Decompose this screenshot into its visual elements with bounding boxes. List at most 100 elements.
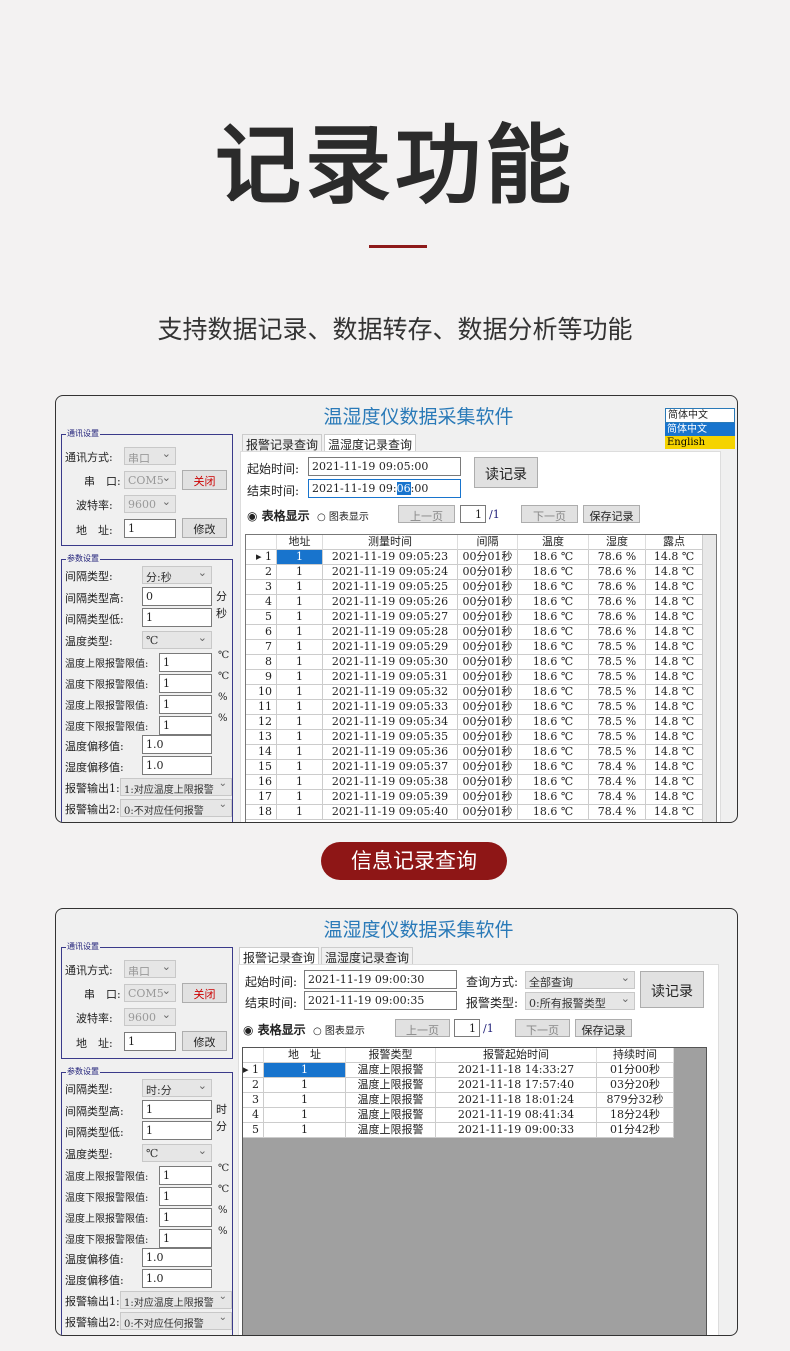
table-cell[interactable]: 2021-11-19 09:05:33 — [323, 700, 458, 715]
table-row[interactable]: 18 1 2021-11-19 09:05:40 00分01秒 18.6 ℃ 78.4 %… — [246, 805, 703, 820]
column-header[interactable]: 温度 — [518, 535, 589, 550]
table-cell[interactable]: 2021-11-19 09:05:29 — [323, 640, 458, 655]
tab-th-records[interactable]: 温湿度记录查询 — [321, 947, 414, 965]
table-cell[interactable]: 18.6 ℃ — [518, 760, 589, 775]
tab-alarm-records[interactable]: 报警记录查询 — [242, 434, 323, 452]
temp-type-select[interactable]: ℃ — [142, 1144, 212, 1162]
port-select[interactable]: COM5 — [124, 984, 176, 1002]
save-records-button[interactable]: 保存记录 — [575, 1019, 632, 1037]
table-cell[interactable]: 18.6 ℃ — [518, 595, 589, 610]
baud-select[interactable]: 9600 — [124, 1008, 176, 1026]
column-header[interactable]: 地 址 — [264, 1048, 346, 1063]
table-cell[interactable]: 14.8 ℃ — [646, 685, 703, 700]
table-cell[interactable]: 00分01秒 — [458, 640, 518, 655]
table-cell[interactable]: 00分01秒 — [458, 730, 518, 745]
radio-chart-display[interactable]: ○ 图表显示 — [317, 512, 369, 523]
table-cell[interactable]: 2021-11-19 09:05:34 — [323, 715, 458, 730]
table-cell[interactable]: 78.6 % — [589, 610, 646, 625]
read-records-button[interactable]: 读记录 — [640, 971, 704, 1008]
start-time-input[interactable]: 2021-11-19 09:05:00 — [308, 457, 461, 476]
table-cell[interactable]: 01分00秒 — [597, 1063, 674, 1078]
alarm-out2-select[interactable]: 0:不对应任何报警 — [120, 799, 232, 817]
table-cell[interactable]: 78.6 % — [589, 550, 646, 565]
table-cell[interactable]: 14.8 ℃ — [646, 565, 703, 580]
table-cell[interactable]: 1 — [277, 730, 323, 745]
table-cell[interactable]: 78.5 % — [589, 745, 646, 760]
table-cell[interactable]: 1 — [277, 640, 323, 655]
page-input[interactable]: 1 — [454, 1019, 480, 1037]
table-cell[interactable]: 00分01秒 — [458, 595, 518, 610]
column-header[interactable]: 持续时间 — [597, 1048, 674, 1063]
table-cell[interactable]: 1 — [277, 790, 323, 805]
close-button[interactable]: 关闭 — [182, 983, 227, 1003]
table-cell[interactable]: 2021-11-19 09:00:33 — [436, 1123, 597, 1138]
table-cell[interactable]: 18.6 ℃ — [518, 700, 589, 715]
temp-offset-input[interactable]: 1.0 — [142, 735, 212, 754]
alarm-out2-select[interactable]: 0:不对应任何报警 — [120, 1312, 232, 1330]
table-cell[interactable]: 78.6 % — [589, 595, 646, 610]
table-row[interactable]: 2 1 温度上限报警 2021-11-18 17:57:40 03分20秒 — [243, 1078, 674, 1093]
prev-page-button[interactable]: 上一页 — [398, 505, 455, 523]
radio-table-display[interactable]: ◉ 表格显示 — [243, 1023, 306, 1037]
table-cell[interactable]: 01分42秒 — [597, 1123, 674, 1138]
radio-table-display[interactable]: ◉ 表格显示 — [247, 509, 310, 523]
table-cell[interactable]: 2021-11-19 09:05:27 — [323, 610, 458, 625]
tab-th-records[interactable]: 温湿度记录查询 — [324, 434, 417, 452]
table-cell[interactable]: 00分01秒 — [458, 790, 518, 805]
temp-type-select[interactable]: ℃ — [142, 631, 212, 649]
prev-page-button[interactable]: 上一页 — [395, 1019, 450, 1037]
table-row[interactable]: 13 1 2021-11-19 09:05:35 00分01秒 18.6 ℃ 78.5 %… — [246, 730, 703, 745]
interval-high-input[interactable]: 0 — [142, 587, 212, 606]
table-cell[interactable]: 2021-11-18 14:33:27 — [436, 1063, 597, 1078]
table-cell[interactable]: 14.8 ℃ — [646, 580, 703, 595]
table-scrollbar[interactable] — [702, 535, 716, 822]
close-button[interactable]: 关闭 — [182, 470, 227, 490]
table-row[interactable]: 15 1 2021-11-19 09:05:37 00分01秒 18.6 ℃ 78.4 %… — [246, 760, 703, 775]
table-cell[interactable]: 14.8 ℃ — [646, 730, 703, 745]
table-cell[interactable]: 18.6 ℃ — [518, 745, 589, 760]
limit-input[interactable]: 1 — [159, 695, 212, 714]
read-records-button[interactable]: 读记录 — [474, 457, 538, 488]
table-cell[interactable]: 1 — [277, 760, 323, 775]
table-cell[interactable]: 2021-11-19 09:05:35 — [323, 730, 458, 745]
table-cell[interactable]: 2021-11-19 09:05:23 — [323, 550, 458, 565]
table-cell[interactable]: 1 — [277, 550, 323, 565]
hum-offset-input[interactable]: 1.0 — [142, 756, 212, 775]
table-cell[interactable]: 00分01秒 — [458, 775, 518, 790]
column-header[interactable] — [243, 1048, 264, 1063]
table-row[interactable]: 5 1 温度上限报警 2021-11-19 09:00:33 01分42秒 — [243, 1123, 674, 1138]
table-cell[interactable]: 1 — [264, 1063, 346, 1078]
alarm-type-select[interactable]: 0:所有报警类型 — [525, 992, 635, 1010]
table-cell[interactable]: 78.5 % — [589, 685, 646, 700]
table-cell[interactable]: 78.5 % — [589, 655, 646, 670]
table-cell[interactable]: 14.8 ℃ — [646, 715, 703, 730]
table-cell[interactable]: 14.8 ℃ — [646, 595, 703, 610]
table-cell[interactable]: 18.6 ℃ — [518, 655, 589, 670]
table-row[interactable]: ▸ 1 1 温度上限报警 2021-11-18 14:33:27 01分00秒 — [243, 1063, 674, 1078]
table-cell[interactable]: 18.6 ℃ — [518, 580, 589, 595]
table-cell[interactable]: 00分01秒 — [458, 610, 518, 625]
table-cell[interactable]: 18.6 ℃ — [518, 715, 589, 730]
table-cell[interactable]: 1 — [277, 715, 323, 730]
table-cell[interactable]: 14.8 ℃ — [646, 805, 703, 820]
column-header[interactable]: 地址 — [277, 535, 323, 550]
table-row[interactable]: 4 1 2021-11-19 09:05:26 00分01秒 18.6 ℃ 78.6 % 1… — [246, 595, 703, 610]
table-cell[interactable]: 1 — [264, 1108, 346, 1123]
table-cell[interactable]: 2021-11-19 09:05:28 — [323, 625, 458, 640]
table-cell[interactable]: 18.6 ℃ — [518, 730, 589, 745]
table-cell[interactable]: 2021-11-19 09:05:26 — [323, 595, 458, 610]
table-cell[interactable]: 78.5 % — [589, 700, 646, 715]
table-cell[interactable]: 78.5 % — [589, 715, 646, 730]
table-cell[interactable]: 温度上限报警 — [346, 1093, 436, 1108]
table-cell[interactable]: 00分01秒 — [458, 805, 518, 820]
baud-select[interactable]: 9600 — [124, 495, 176, 513]
interval-type-select[interactable]: 时:分 — [142, 1079, 212, 1097]
table-cell[interactable]: 2021-11-19 09:05:36 — [323, 745, 458, 760]
table-cell[interactable]: 2021-11-19 09:05:32 — [323, 685, 458, 700]
table-cell[interactable]: 00分01秒 — [458, 715, 518, 730]
table-cell[interactable]: 2021-11-19 09:05:25 — [323, 580, 458, 595]
table-row[interactable]: ▸ 1 1 2021-11-19 09:05:23 00分01秒 18.6 ℃ 78.6 … — [246, 550, 703, 565]
table-cell[interactable]: 14.8 ℃ — [646, 775, 703, 790]
table-cell[interactable]: 温度上限报警 — [346, 1123, 436, 1138]
temp-offset-input[interactable]: 1.0 — [142, 1248, 212, 1267]
